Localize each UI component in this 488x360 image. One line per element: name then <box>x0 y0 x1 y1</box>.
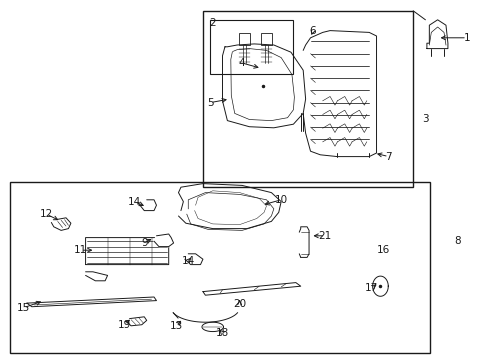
Text: 11: 11 <box>74 245 87 255</box>
Text: 6: 6 <box>309 26 316 36</box>
Text: 8: 8 <box>453 236 460 246</box>
Polygon shape <box>85 238 168 265</box>
Polygon shape <box>139 200 156 211</box>
Text: 14: 14 <box>181 256 195 266</box>
Bar <box>10 182 429 353</box>
Polygon shape <box>126 317 146 326</box>
Polygon shape <box>184 254 203 265</box>
Text: 3: 3 <box>421 114 428 124</box>
Text: 2: 2 <box>209 18 216 28</box>
Polygon shape <box>27 297 156 307</box>
Polygon shape <box>202 322 223 332</box>
Text: 15: 15 <box>17 303 30 313</box>
Polygon shape <box>303 31 376 157</box>
Text: 13: 13 <box>169 321 183 331</box>
Bar <box>210 20 293 74</box>
Text: 19: 19 <box>118 320 131 330</box>
Text: 18: 18 <box>215 328 229 338</box>
Polygon shape <box>426 20 447 49</box>
Text: 17: 17 <box>364 283 378 293</box>
Bar <box>260 33 272 45</box>
Text: 10: 10 <box>274 195 287 205</box>
Polygon shape <box>154 234 173 247</box>
Text: 21: 21 <box>318 231 331 241</box>
Polygon shape <box>203 283 300 295</box>
Text: 16: 16 <box>376 245 390 255</box>
Polygon shape <box>222 44 305 128</box>
Text: 14: 14 <box>127 197 141 207</box>
Text: 5: 5 <box>206 98 213 108</box>
Bar <box>238 33 250 45</box>
Polygon shape <box>178 184 281 229</box>
Polygon shape <box>372 276 387 296</box>
Text: 12: 12 <box>40 209 53 219</box>
Text: 7: 7 <box>385 152 391 162</box>
Polygon shape <box>299 227 308 257</box>
Polygon shape <box>85 272 107 281</box>
Text: 4: 4 <box>238 58 245 68</box>
Bar <box>203 11 412 187</box>
Text: 9: 9 <box>141 238 147 248</box>
Text: 20: 20 <box>233 299 245 309</box>
Text: 1: 1 <box>463 33 469 43</box>
Polygon shape <box>51 218 71 230</box>
